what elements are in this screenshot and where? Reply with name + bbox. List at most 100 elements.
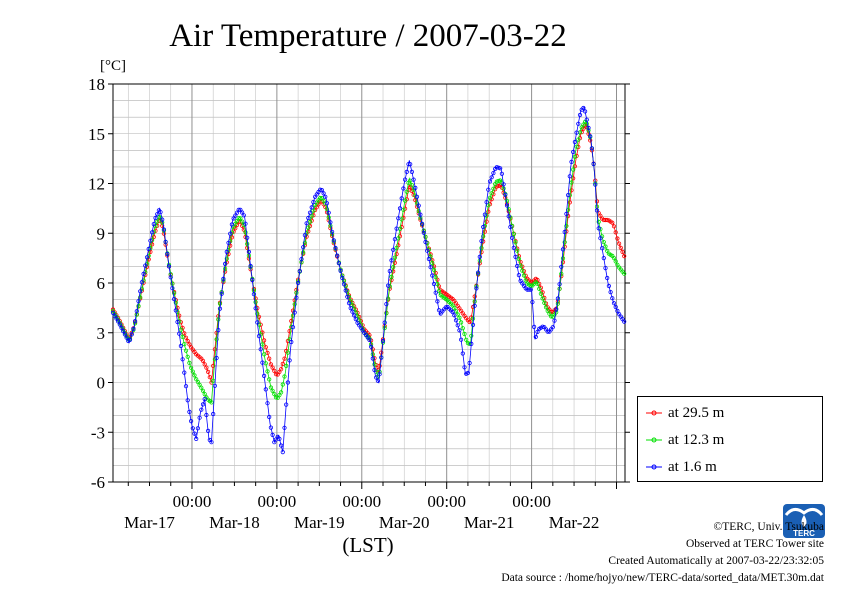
data-point bbox=[219, 291, 224, 296]
terc-logo-icon: TERC bbox=[783, 504, 825, 538]
data-point bbox=[151, 234, 156, 240]
data-point bbox=[567, 174, 572, 179]
data-point bbox=[284, 402, 289, 407]
legend: at 29.5 m at 12.3 m at 1.6 m bbox=[637, 396, 823, 482]
data-point bbox=[564, 223, 569, 229]
legend-label: at 29.5 m bbox=[668, 404, 725, 421]
data-point bbox=[155, 219, 160, 224]
data-point bbox=[613, 304, 618, 310]
data-point bbox=[282, 356, 287, 361]
data-point bbox=[180, 334, 185, 339]
data-point bbox=[155, 212, 160, 217]
legend-marker-green bbox=[646, 437, 662, 443]
series-1 bbox=[110, 119, 627, 405]
data-point bbox=[555, 301, 561, 306]
y-tick-label: 18 bbox=[88, 75, 105, 94]
data-point bbox=[200, 388, 206, 393]
data-point bbox=[148, 238, 153, 243]
data-point bbox=[543, 305, 549, 310]
data-point bbox=[256, 333, 262, 339]
data-point bbox=[482, 212, 487, 217]
data-point bbox=[389, 258, 394, 263]
data-point bbox=[499, 171, 504, 176]
data-point bbox=[160, 217, 165, 222]
data-point bbox=[297, 268, 302, 274]
data-point bbox=[384, 311, 389, 316]
data-point bbox=[564, 211, 569, 216]
data-point bbox=[136, 303, 141, 309]
data-point bbox=[143, 263, 148, 268]
data-point bbox=[462, 365, 467, 370]
data-point bbox=[241, 213, 246, 218]
data-point bbox=[301, 245, 306, 250]
data-point bbox=[214, 355, 219, 361]
data-point bbox=[516, 272, 522, 278]
y-tick-label: 15 bbox=[88, 125, 105, 144]
data-point bbox=[610, 220, 615, 225]
data-point bbox=[214, 337, 219, 342]
data-point bbox=[467, 319, 472, 325]
date-label: Mar-19 bbox=[294, 513, 345, 532]
data-point bbox=[224, 249, 229, 254]
data-point bbox=[136, 299, 141, 304]
data-point bbox=[261, 373, 267, 378]
data-point bbox=[172, 291, 177, 296]
series-0 bbox=[110, 122, 627, 385]
data-point bbox=[504, 198, 510, 203]
data-point bbox=[318, 187, 323, 192]
data-point bbox=[129, 332, 134, 337]
legend-label: at 12.3 m bbox=[668, 431, 725, 448]
data-point bbox=[618, 245, 623, 250]
data-point bbox=[503, 192, 508, 197]
data-point bbox=[486, 209, 491, 214]
data-point bbox=[245, 241, 250, 247]
data-point bbox=[513, 254, 518, 259]
data-point bbox=[620, 249, 625, 254]
data-point bbox=[287, 358, 292, 363]
data-point bbox=[520, 268, 525, 273]
data-point bbox=[292, 310, 297, 315]
data-point bbox=[243, 230, 248, 235]
data-point bbox=[309, 205, 314, 210]
data-point bbox=[240, 219, 245, 224]
data-point bbox=[272, 391, 277, 397]
data-point bbox=[185, 354, 190, 359]
data-point bbox=[416, 203, 421, 208]
data-point bbox=[379, 355, 384, 360]
data-point bbox=[180, 357, 185, 362]
data-point bbox=[515, 263, 520, 269]
x-tick-label: 00:00 bbox=[427, 492, 466, 511]
y-tick-label: 6 bbox=[97, 274, 106, 293]
data-point bbox=[370, 356, 375, 361]
data-point bbox=[302, 240, 307, 245]
data-point bbox=[294, 295, 299, 300]
date-label: Mar-22 bbox=[549, 513, 600, 532]
data-point bbox=[401, 186, 406, 191]
data-point bbox=[462, 331, 467, 337]
data-point bbox=[450, 309, 455, 315]
data-point bbox=[150, 242, 155, 247]
data-point bbox=[425, 248, 430, 253]
legend-label: at 1.6 m bbox=[668, 458, 717, 475]
x-tick-label: 00:00 bbox=[258, 492, 297, 511]
data-point bbox=[368, 344, 374, 349]
data-point bbox=[453, 318, 459, 323]
data-point bbox=[406, 162, 411, 167]
data-point bbox=[392, 237, 397, 242]
data-point bbox=[267, 356, 272, 361]
data-point bbox=[200, 358, 206, 363]
data-point bbox=[178, 327, 183, 332]
data-point bbox=[175, 319, 180, 325]
data-point bbox=[321, 191, 326, 196]
data-point bbox=[270, 432, 275, 437]
data-point bbox=[343, 288, 348, 293]
data-point bbox=[433, 270, 438, 276]
data-point bbox=[562, 229, 567, 235]
data-point bbox=[428, 265, 433, 270]
data-point bbox=[178, 343, 183, 349]
data-point bbox=[277, 436, 282, 441]
data-point bbox=[610, 296, 615, 301]
data-point bbox=[301, 250, 306, 255]
data-point bbox=[273, 372, 279, 377]
data-point bbox=[139, 280, 144, 285]
